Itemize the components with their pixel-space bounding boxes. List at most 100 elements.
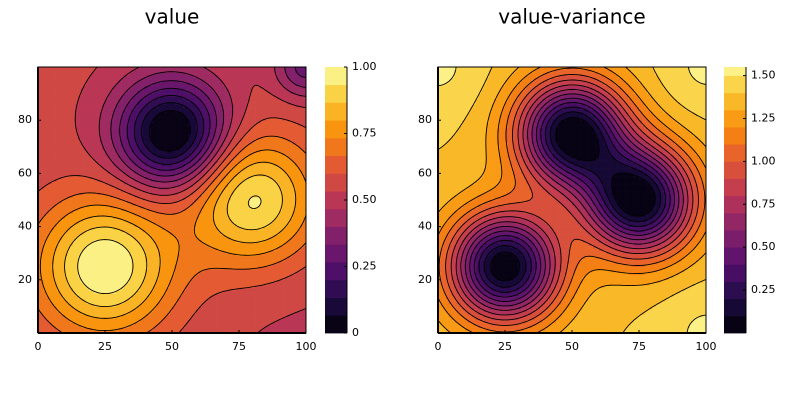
contour-cell — [193, 317, 196, 320]
contour-cell — [116, 320, 119, 323]
contour-cell — [293, 293, 296, 296]
contour-cell — [298, 240, 301, 243]
contour-cell — [54, 259, 57, 262]
contour-cell — [113, 208, 116, 211]
contour-cell — [57, 211, 60, 214]
contour-cell — [86, 208, 89, 211]
contour-cell — [121, 205, 124, 208]
contour-cell — [191, 322, 194, 325]
contour-cell — [282, 285, 285, 288]
contour-cell — [76, 328, 79, 331]
contour-cell — [126, 205, 129, 208]
contour-cell — [199, 314, 202, 317]
contour-cell — [70, 322, 73, 325]
contour-cell — [247, 224, 250, 227]
contour-cell — [196, 312, 199, 315]
contour-cell — [59, 227, 62, 230]
contour-cell — [100, 200, 103, 203]
contour-cell — [108, 285, 111, 288]
contour-cell — [41, 232, 44, 235]
contour-cell — [287, 213, 290, 216]
contour-cell — [301, 328, 304, 331]
contour-cell — [92, 269, 95, 272]
contour-cell — [41, 205, 44, 208]
contour-cell — [274, 312, 277, 315]
contour-cell — [76, 290, 79, 293]
contour-cell — [236, 280, 239, 283]
contour-cell — [108, 221, 111, 224]
contour-cell — [62, 274, 65, 277]
contour-cell — [76, 277, 79, 280]
contour-cell — [295, 224, 298, 227]
contour-cell — [81, 285, 84, 288]
contour-cell — [266, 314, 269, 317]
contour-cell — [204, 306, 207, 309]
contour-cell — [196, 325, 199, 328]
contour-cell — [250, 232, 253, 235]
contour-cell — [84, 320, 87, 323]
contour-cell — [110, 306, 113, 309]
contour-cell — [113, 213, 116, 216]
contour-cell — [274, 272, 277, 275]
contour-cell — [242, 213, 245, 216]
contour-cell — [285, 264, 288, 267]
contour-cell — [124, 259, 127, 262]
contour-cell — [282, 312, 285, 315]
contour-cell — [220, 200, 223, 203]
contour-cell — [84, 309, 87, 312]
contour-cell — [57, 269, 60, 272]
contour-cell — [255, 251, 258, 254]
contour-cell — [188, 298, 191, 301]
contour-cell — [156, 219, 159, 222]
contour-cell — [62, 203, 65, 206]
contour-cell — [140, 293, 143, 296]
contour-cell — [228, 208, 231, 211]
contour-cell — [301, 274, 304, 277]
contour-cell — [81, 317, 84, 320]
contour-cell — [156, 290, 159, 293]
contour-cell — [228, 227, 231, 230]
contour-cell — [108, 264, 111, 267]
contour-cell — [102, 232, 105, 235]
contour-cell — [247, 288, 250, 291]
contour-cell — [137, 264, 140, 267]
contour-cell — [239, 237, 242, 240]
contour-cell — [86, 317, 89, 320]
contour-cell — [191, 272, 194, 275]
contour-cell — [94, 296, 97, 299]
contour-cell — [118, 290, 121, 293]
contour-cell — [293, 288, 296, 291]
contour-cell — [57, 317, 60, 320]
contour-cell — [86, 296, 89, 299]
contour-cell — [215, 290, 218, 293]
contour-cell — [118, 264, 121, 267]
contour-cell — [239, 248, 242, 251]
contour-cell — [159, 304, 162, 307]
contour-cell — [49, 240, 52, 243]
contour-cell — [266, 320, 269, 323]
contour-cell — [215, 314, 218, 317]
contour-cell — [41, 325, 44, 328]
contour-cell — [295, 211, 298, 214]
contour-cell — [250, 304, 253, 307]
contour-cell — [285, 280, 288, 283]
contour-cell — [156, 288, 159, 291]
contour-cell — [65, 282, 68, 285]
contour-cell — [57, 304, 60, 307]
contour-cell — [290, 317, 293, 320]
contour-cell — [92, 251, 95, 254]
contour-cell — [121, 309, 124, 312]
contour-cell — [177, 293, 180, 296]
contour-cell — [143, 264, 146, 267]
contour-cell — [145, 290, 148, 293]
contour-cell — [298, 259, 301, 262]
contour-cell — [137, 277, 140, 280]
contour-cell — [260, 248, 263, 251]
contour-cell — [191, 309, 194, 312]
contour-cell — [78, 314, 81, 317]
contour-cell — [97, 314, 100, 317]
contour-cell — [126, 328, 129, 331]
contour-cell — [110, 274, 113, 277]
contour-cell — [102, 288, 105, 291]
contour-cell — [180, 317, 183, 320]
